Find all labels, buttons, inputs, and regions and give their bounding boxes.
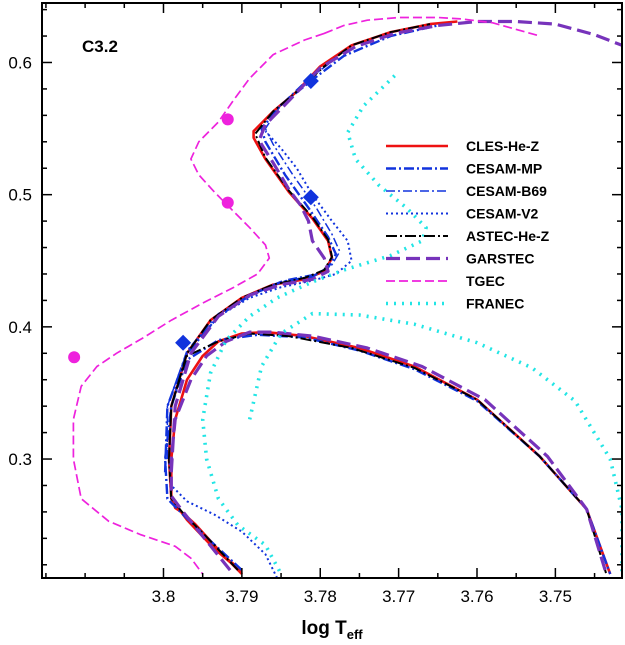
y-tick-label: 0.5: [8, 186, 32, 205]
series-line-cles-he-z: [167, 20, 612, 575]
x-tick-label: 3.79: [225, 587, 258, 606]
legend-label: CESAM-B69: [466, 183, 547, 199]
legend-item-franec: FRANEC: [386, 296, 524, 312]
x-axis-title-main: log T: [301, 618, 347, 639]
legend-item-astec-he-z: ASTEC-He-Z: [386, 228, 550, 244]
legend-item-cesam-mp: CESAM-MP: [386, 161, 542, 177]
marker-tgec-circle: [68, 351, 81, 364]
x-tick-labels: 3.8 3.79 3.78 3.77 3.76 3.75: [152, 587, 572, 606]
series-line-garstec: [169, 19, 622, 575]
marker-tgec-circle: [221, 113, 234, 126]
legend-label: CESAM-MP: [466, 161, 542, 177]
marker-cesam-mp-diamond: [302, 72, 319, 89]
x-tick-label: 3.77: [382, 587, 415, 606]
legend-item-garstec: GARSTEC: [386, 251, 534, 267]
annotation-label: C3.2: [82, 37, 118, 56]
legend-label: ASTEC-He-Z: [466, 228, 550, 244]
tick-layer: [42, 3, 622, 578]
legend-label: TGEC: [466, 273, 505, 289]
x-axis-title: log Teff: [301, 618, 363, 642]
series-line-cesam-mp: [163, 24, 612, 575]
legend-item-cesam-v2: CESAM-V2: [386, 206, 539, 222]
legend-label: GARSTEC: [466, 251, 534, 267]
series-layer: [72, 16, 622, 578]
y-tick-label: 0.3: [8, 450, 32, 469]
marker-tgec-circle: [221, 196, 234, 209]
legend-label: FRANEC: [466, 296, 524, 312]
x-tick-label: 3.75: [539, 587, 572, 606]
y-tick-labels: 0.3 0.4 0.5 0.6: [8, 53, 32, 469]
legend: CLES-He-Z CESAM-MP CESAM-B69 CESAM-V2 ASTEC-…: [386, 138, 550, 312]
series-line-cesam-b69: [166, 57, 341, 459]
x-tick-label: 3.78: [304, 587, 337, 606]
legend-label: CESAM-V2: [466, 206, 539, 222]
marker-cesam-mp-diamond: [175, 334, 192, 351]
x-tick-label: 3.76: [460, 587, 493, 606]
series-line-tgec: [72, 16, 540, 575]
legend-item-tgec: TGEC: [386, 273, 505, 289]
series-line-astec-he-z: [168, 23, 608, 575]
marker-cesam-mp-diamond: [302, 189, 319, 206]
series-line-cesam-v2: [168, 130, 353, 578]
x-axis-title-subscript: eff: [347, 627, 364, 642]
series-line-franec: [200, 74, 622, 575]
plot-frame: [41, 2, 623, 579]
legend-item-cles-he-z: CLES-He-Z: [386, 138, 540, 154]
x-tick-label: 3.8: [152, 587, 176, 606]
legend-item-cesam-b69: CESAM-B69: [386, 183, 547, 199]
y-tick-label: 0.4: [8, 318, 32, 337]
marker-layer: [68, 72, 319, 364]
y-tick-label: 0.6: [8, 53, 32, 72]
legend-label: CLES-He-Z: [466, 138, 540, 154]
